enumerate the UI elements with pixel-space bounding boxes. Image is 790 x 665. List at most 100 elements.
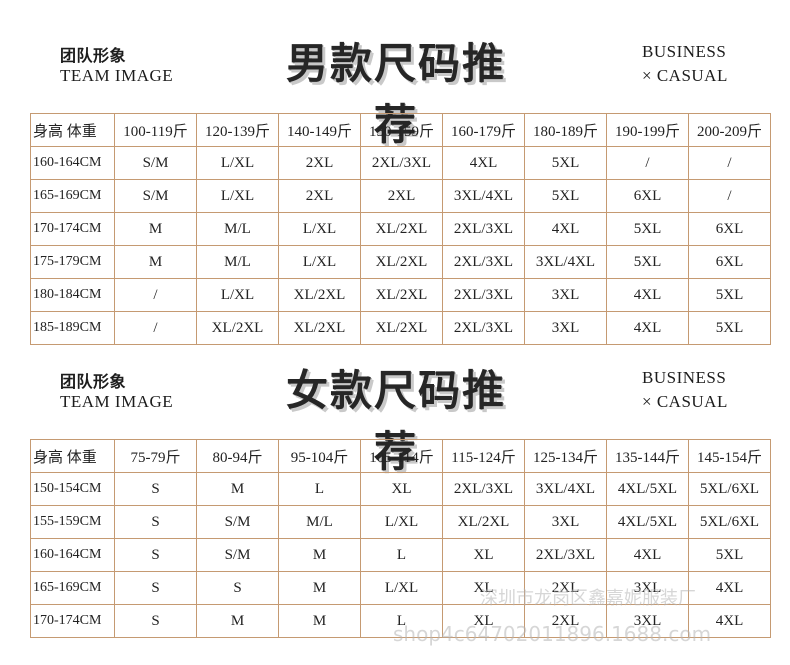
weight-range-header: 150-159斤 — [360, 113, 443, 147]
table-row: 165-169CM S/M L/XL 2XL 2XL 3XL/4XL 5XL 6XL / — [30, 179, 771, 213]
size-cell: 3XL — [606, 571, 689, 605]
weight-range-header: 145-154斤 — [688, 439, 771, 473]
table-row: 160-164CM S S/M M L XL 2XL/3XL 4XL 5XL — [30, 538, 771, 572]
height-range-cell: 170-174CM — [30, 212, 115, 246]
height-range-cell: 160-164CM — [30, 538, 115, 572]
size-cell: 6XL — [606, 179, 689, 213]
women-size-table: 身高 体重 75-79斤 80-94斤 95-104斤 105-114斤 115-124斤… — [30, 439, 771, 638]
size-cell: 4XL/5XL — [606, 505, 689, 539]
table-row: 150-154CM S M L XL 2XL/3XL 3XL/4XL 4XL/5XL 5XL/6… — [30, 472, 771, 506]
size-cell: M — [196, 604, 279, 638]
size-cell: 4XL — [606, 311, 689, 345]
height-weight-header: 身高 体重 — [30, 439, 115, 473]
size-cell: L/XL — [196, 179, 279, 213]
women-header: 团队形象 TEAM IMAGE 女款尺码推荐 BUSINESS × CASUAL — [0, 345, 790, 476]
casual-label: × CASUAL — [642, 392, 728, 411]
size-cell: 5XL — [606, 245, 689, 279]
men-header: 团队形象 TEAM IMAGE 男款尺码推荐 BUSINESS × CASUAL — [0, 0, 790, 149]
size-cell: 5XL — [688, 278, 771, 312]
size-cell: 6XL — [688, 245, 771, 279]
size-cell: S — [114, 604, 197, 638]
size-cell: S/M — [196, 538, 279, 572]
size-cell: 2XL/3XL — [442, 278, 525, 312]
weight-range-header: 135-144斤 — [606, 439, 689, 473]
team-image-en: TEAM IMAGE — [60, 66, 174, 85]
size-cell: 2XL/3XL — [442, 245, 525, 279]
weight-range-header: 115-124斤 — [442, 439, 525, 473]
size-cell: 5XL/6XL — [688, 472, 771, 506]
size-cell: L/XL — [196, 278, 279, 312]
weight-range-header: 80-94斤 — [196, 439, 279, 473]
height-weight-header: 身高 体重 — [30, 113, 115, 147]
height-range-cell: 180-184CM — [30, 278, 115, 312]
height-range-cell: 150-154CM — [30, 472, 115, 506]
size-cell: XL — [442, 604, 525, 638]
table-row: 160-164CM S/M L/XL 2XL 2XL/3XL 4XL 5XL / / — [30, 146, 771, 180]
size-cell: 2XL — [524, 571, 607, 605]
height-range-cell: 170-174CM — [30, 604, 115, 638]
size-cell: / — [114, 311, 197, 345]
size-cell: 6XL — [688, 212, 771, 246]
size-cell: L/XL — [360, 505, 443, 539]
size-cell: 5XL — [524, 146, 607, 180]
table-header-row: 身高 体重 100-119斤 120-139斤 140-149斤 150-159斤 160… — [30, 113, 771, 147]
size-cell: M — [114, 245, 197, 279]
size-cell: L/XL — [278, 245, 361, 279]
team-image-cn: 团队形象 — [60, 374, 127, 391]
size-cell: M/L — [278, 505, 361, 539]
table-row: 185-189CM / XL/2XL XL/2XL XL/2XL 2XL/3XL 3XL 4X… — [30, 311, 771, 345]
size-cell: 4XL — [606, 278, 689, 312]
size-cell: M — [278, 538, 361, 572]
size-cell: M/L — [196, 245, 279, 279]
weight-range-header: 200-209斤 — [688, 113, 771, 147]
size-cell: 2XL — [524, 604, 607, 638]
size-cell: 3XL/4XL — [524, 472, 607, 506]
size-cell: XL/2XL — [278, 278, 361, 312]
size-cell: 5XL — [524, 179, 607, 213]
size-cell: 4XL — [688, 604, 771, 638]
size-cell: / — [688, 179, 771, 213]
weight-range-header: 95-104斤 — [278, 439, 361, 473]
weight-range-header: 120-139斤 — [196, 113, 279, 147]
watermark-shop-url: shop4c64702011896.1688.com — [393, 622, 712, 646]
size-cell: 5XL — [688, 538, 771, 572]
size-cell: M — [278, 604, 361, 638]
weight-range-header: 100-119斤 — [114, 113, 197, 147]
size-cell: / — [606, 146, 689, 180]
size-cell: 2XL/3XL — [442, 212, 525, 246]
business-label: BUSINESS — [642, 368, 727, 387]
weight-range-header: 140-149斤 — [278, 113, 361, 147]
size-cell: 4XL — [524, 212, 607, 246]
size-cell: L/XL — [278, 212, 361, 246]
size-cell: L — [278, 472, 361, 506]
size-cell: 2XL — [360, 179, 443, 213]
size-cell: 5XL — [606, 212, 689, 246]
size-cell: XL/2XL — [442, 505, 525, 539]
size-cell: S — [196, 571, 279, 605]
size-cell: S/M — [114, 146, 197, 180]
size-cell: XL/2XL — [360, 212, 443, 246]
table-row: 170-174CM S M M L XL 2XL 3XL 4XL — [30, 604, 771, 638]
height-range-cell: 175-179CM — [30, 245, 115, 279]
business-label: BUSINESS — [642, 42, 727, 61]
size-cell: XL — [360, 472, 443, 506]
size-cell: XL/2XL — [360, 245, 443, 279]
size-cell: 2XL/3XL — [442, 311, 525, 345]
women-section: 团队形象 TEAM IMAGE 女款尺码推荐 BUSINESS × CASUAL… — [0, 345, 790, 638]
casual-label: × CASUAL — [642, 66, 728, 85]
size-cell: 3XL/4XL — [524, 245, 607, 279]
size-cell: 3XL — [524, 278, 607, 312]
table-row: 170-174CM M M/L L/XL XL/2XL 2XL/3XL 4XL 5XL 6XL — [30, 212, 771, 246]
men-section: 团队形象 TEAM IMAGE 男款尺码推荐 BUSINESS × CASUAL… — [0, 0, 790, 345]
table-row: 155-159CM S S/M M/L L/XL XL/2XL 3XL 4XL/5XL 5XL/… — [30, 505, 771, 539]
size-cell: L — [360, 604, 443, 638]
size-cell: 4XL — [442, 146, 525, 180]
size-cell: S — [114, 571, 197, 605]
weight-range-header: 75-79斤 — [114, 439, 197, 473]
size-cell: 3XL — [524, 505, 607, 539]
size-cell: 2XL/3XL — [442, 472, 525, 506]
size-cell: 3XL/4XL — [442, 179, 525, 213]
size-cell: L/XL — [360, 571, 443, 605]
height-range-cell: 165-169CM — [30, 179, 115, 213]
size-cell: L — [360, 538, 443, 572]
